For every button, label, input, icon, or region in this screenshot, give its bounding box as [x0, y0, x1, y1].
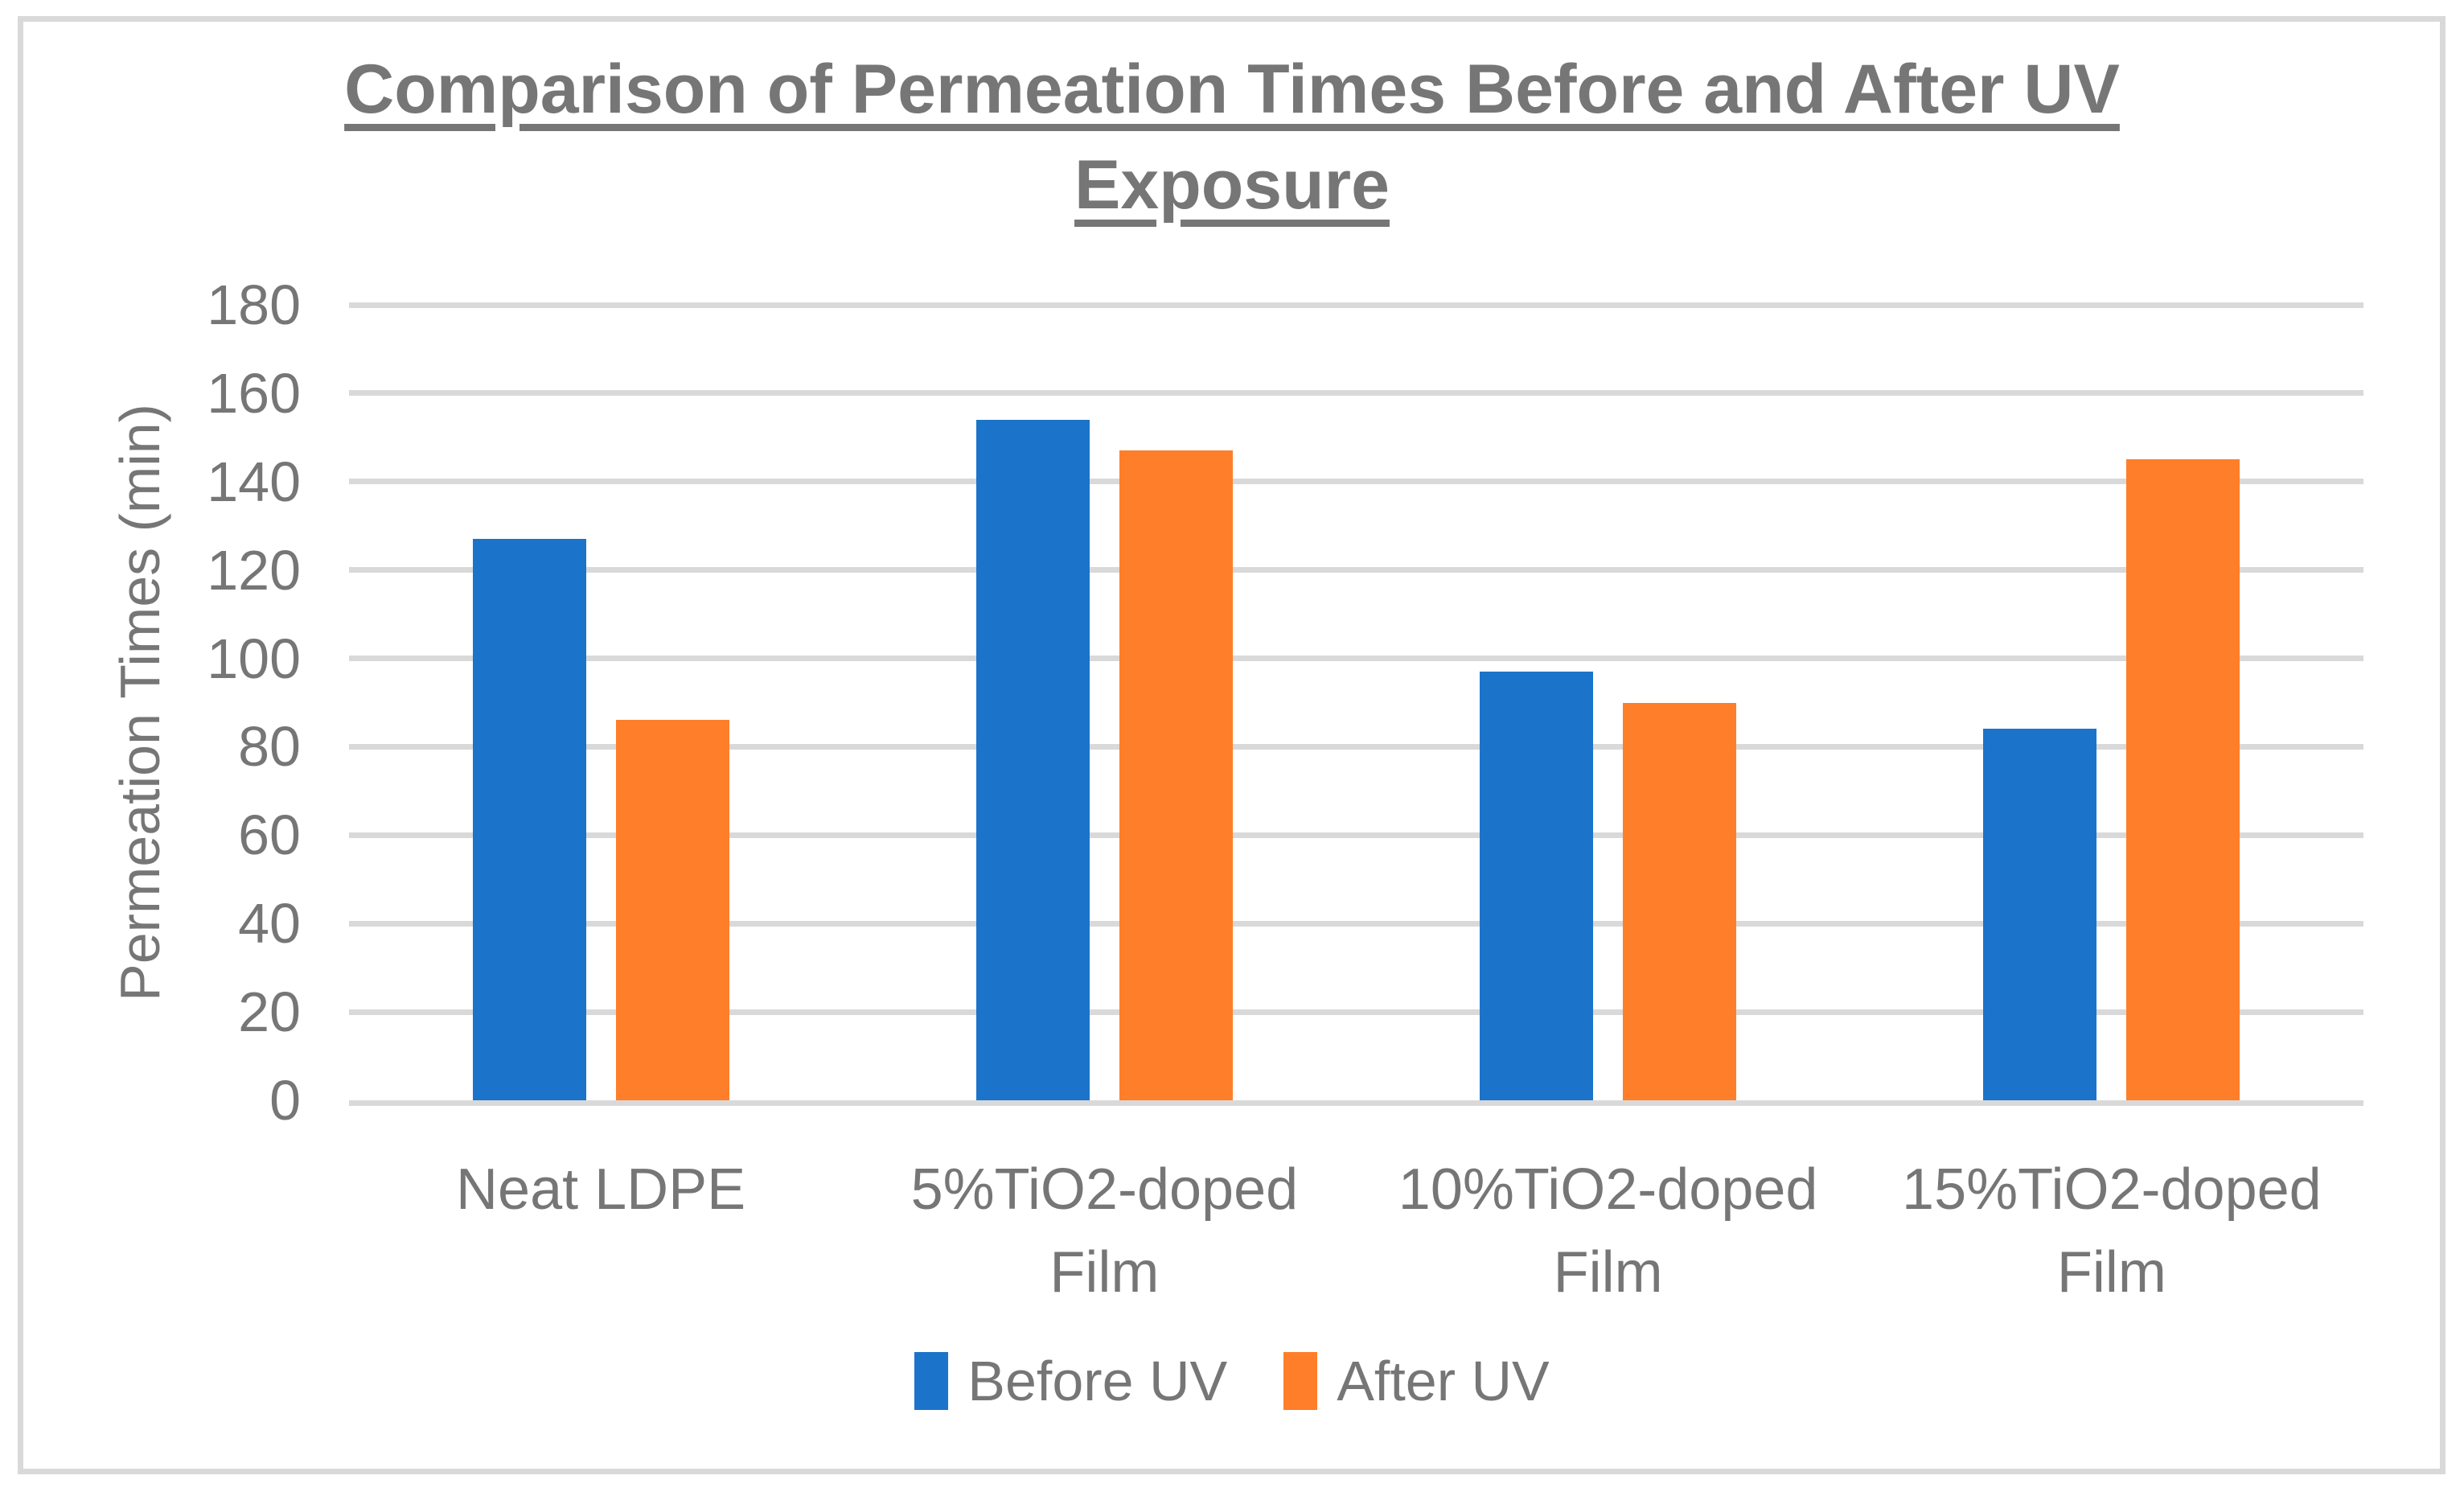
- gridline: [349, 390, 2363, 397]
- bar-before-uv: [975, 419, 1090, 1100]
- gridline: [349, 920, 2363, 927]
- category-label: 10%TiO2-doped Film: [1398, 1157, 1818, 1305]
- category-label: 15%TiO2-doped Film: [1902, 1157, 2322, 1305]
- bar-before-uv: [1983, 729, 2097, 1100]
- bar-before-uv: [472, 539, 586, 1100]
- y-tick-label: 20: [238, 980, 301, 1044]
- y-tick-label: 140: [207, 450, 301, 513]
- bar-after-uv: [1623, 702, 1737, 1100]
- gridline: [349, 832, 2363, 838]
- legend-swatch-icon: [1283, 1352, 1318, 1410]
- legend-label: Before UV: [967, 1350, 1228, 1412]
- x-axis-category-labels: Neat LDPE 5%TiO2-doped Film 10%TiO2-doped …: [349, 1149, 2363, 1334]
- legend-item: After UV: [1283, 1349, 1550, 1413]
- y-tick-label: 160: [207, 361, 301, 425]
- bar-before-uv: [1480, 672, 1594, 1100]
- y-tick-label: 40: [238, 892, 301, 956]
- legend-label: After UV: [1337, 1350, 1550, 1412]
- category-label: 5%TiO2-doped Film: [910, 1157, 1299, 1305]
- gridline: [349, 567, 2363, 573]
- y-tick-label: 60: [238, 804, 301, 867]
- gridline: [349, 479, 2363, 485]
- bar-after-uv: [615, 720, 729, 1100]
- legend-swatch-icon: [914, 1352, 949, 1410]
- legend-item: Before UV: [914, 1349, 1227, 1413]
- bar-after-uv: [2126, 459, 2240, 1100]
- y-axis-tick-labels: 0 20 40 60 80 100 120 140 160 180: [0, 277, 325, 1128]
- legend: Before UV After UV: [0, 1345, 2464, 1417]
- y-tick-label: 0: [269, 1069, 301, 1132]
- x-axis-line: [349, 1100, 2363, 1106]
- y-tick-label: 100: [207, 627, 301, 690]
- gridline: [349, 1009, 2363, 1015]
- gridline: [349, 656, 2363, 662]
- plot-area: [349, 302, 2363, 1106]
- gridline: [349, 743, 2363, 750]
- chart-border: [18, 16, 2446, 1474]
- y-tick-label: 180: [207, 273, 301, 336]
- y-tick-label: 120: [207, 538, 301, 602]
- gridline: [349, 302, 2363, 308]
- bar-after-uv: [1119, 450, 1233, 1100]
- category-label: Neat LDPE: [456, 1157, 746, 1222]
- y-tick-label: 80: [238, 715, 301, 779]
- chart-title: Comparison of Permeation Times Before an…: [344, 51, 2120, 224]
